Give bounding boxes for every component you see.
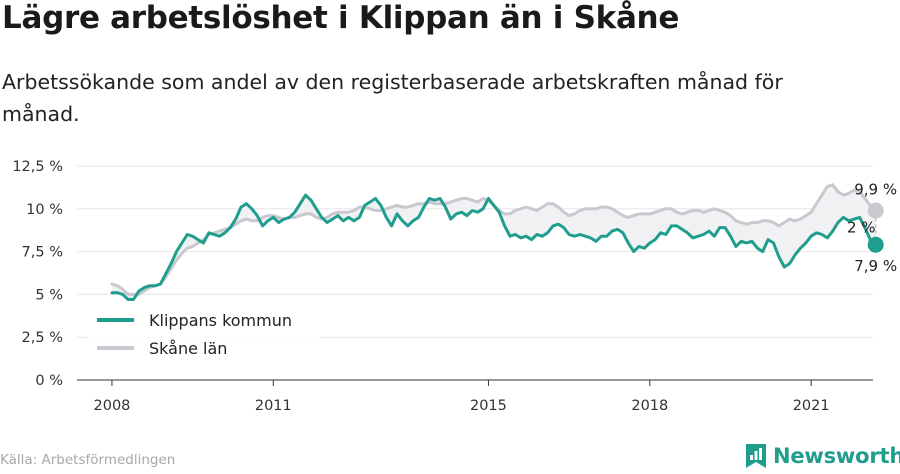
- y-tick-label: 2,5 %: [22, 330, 63, 346]
- y-tick-label: 12,5 %: [12, 159, 63, 175]
- x-tick-label: 2011: [255, 398, 292, 414]
- legend-label-skane: Skåne län: [149, 339, 227, 358]
- x-tick-label: 2008: [94, 398, 131, 414]
- legend-background: [88, 306, 320, 364]
- y-tick-label: 5 %: [35, 287, 63, 303]
- x-tick-label: 2021: [793, 398, 830, 414]
- series-line-klippan: [110, 193, 878, 301]
- end-point-skane: [867, 202, 884, 219]
- y-tick-label: 10 %: [26, 202, 63, 218]
- y-tick-label: 0 %: [35, 373, 63, 389]
- end-label-skane: 9,9 %: [854, 181, 897, 199]
- legend-label-klippan: Klippans kommun: [149, 311, 292, 330]
- brand-logo[interactable]: Newsworthy: [745, 442, 900, 470]
- source-note: Källa: Arbetsförmedlingen: [0, 452, 176, 468]
- chart-subtitle: Arbetssökande som andel av den registerb…: [2, 70, 783, 126]
- x-tick-label: 2018: [631, 398, 668, 414]
- difference-band: [111, 184, 876, 300]
- brand-name: Newsworthy: [773, 444, 900, 468]
- x-tick-label: 2015: [470, 398, 507, 414]
- y-tick-label: 7,5 %: [22, 245, 63, 261]
- chart-title: Lägre arbetslöshet i Klippan än i Skåne: [2, 0, 680, 36]
- end-point-klippan: [867, 236, 884, 253]
- newsworthy-logo-icon: [746, 444, 766, 468]
- end-label-klippan: 7,9 %: [854, 257, 897, 275]
- difference-label: 2 %: [847, 219, 876, 237]
